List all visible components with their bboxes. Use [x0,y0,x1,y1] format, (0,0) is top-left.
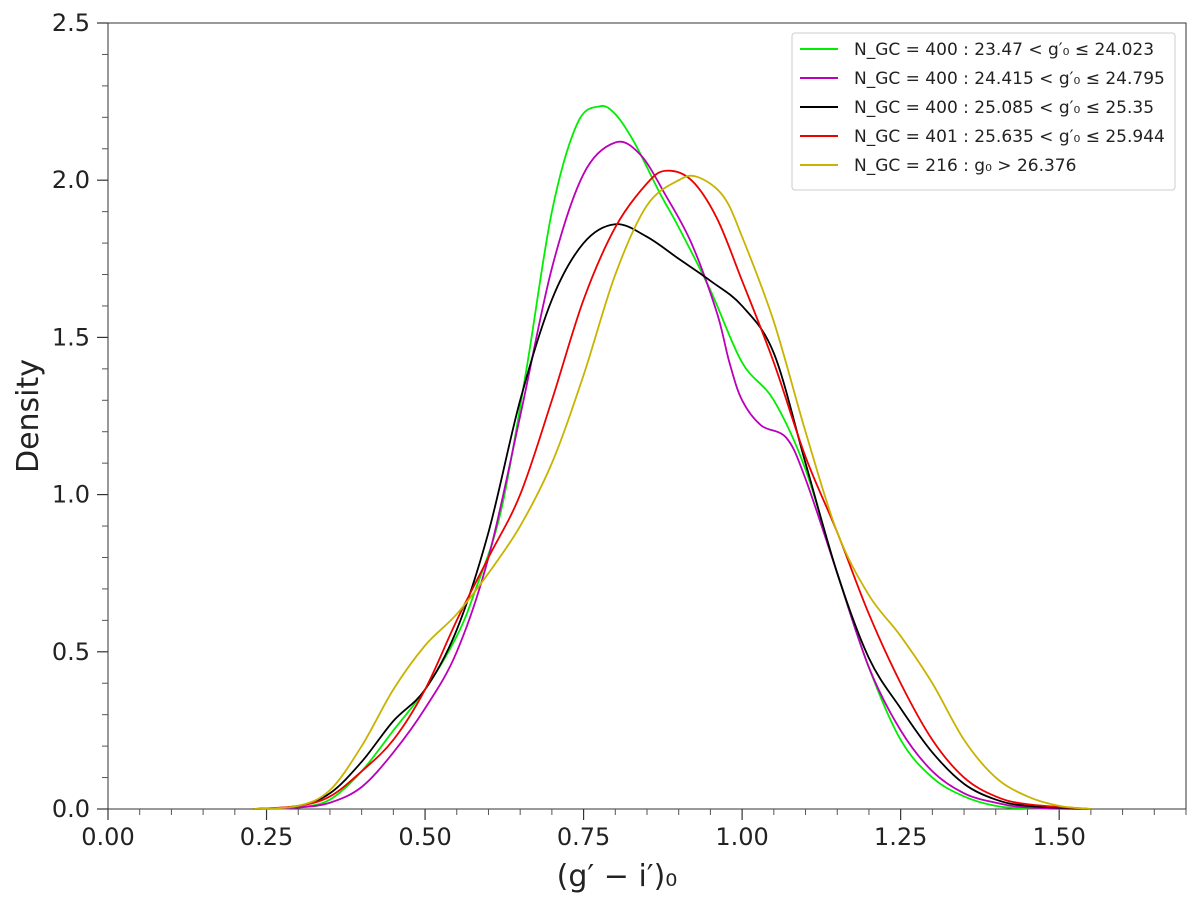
series-layer [253,105,1091,810]
y-tick-label: 1.5 [52,323,90,351]
y-tick-label: 0.0 [52,795,90,823]
x-tick-label: 1.25 [874,823,927,851]
y-minor-ticks [102,53,108,779]
y-tick-label: 1.0 [52,481,90,509]
x-axis: 0.00 0.25 0.50 0.75 1.00 1.25 1.50 [81,809,1086,851]
x-tick-label: 1.50 [1032,823,1085,851]
x-minor-ticks [139,809,1187,815]
x-tick-label: 0.00 [81,823,134,851]
legend-label-5: N_GC = 216 : g₀ > 26.376 [854,156,1076,176]
x-tick-label: 0.25 [240,823,293,851]
legend-label-3: N_GC = 400 : 25.085 < g′₀ ≤ 25.35 [854,98,1154,118]
x-tick-label: 1.00 [715,823,768,851]
x-tick-label: 0.75 [557,823,610,851]
series-line-2 [253,140,1091,810]
series-line-1 [253,105,1091,810]
y-axis-title: Density [11,359,46,473]
series-line-3 [253,223,1091,810]
legend: N_GC = 400 : 23.47 < g′₀ ≤ 24.023 N_GC = … [791,32,1176,191]
series-line-4 [253,169,1091,810]
y-tick-label: 0.5 [52,638,90,666]
x-axis-title: (g′ − i′)₀ [557,859,678,894]
legend-label-1: N_GC = 400 : 23.47 < g′₀ ≤ 24.023 [854,40,1154,60]
y-tick-label: 2.0 [52,166,90,194]
x-tick-label: 0.50 [398,823,451,851]
legend-box [791,32,1176,191]
series-line-5 [253,174,1091,810]
legend-label-2: N_GC = 400 : 24.415 < g′₀ ≤ 24.795 [854,69,1165,89]
legend-label-4: N_GC = 401 : 25.635 < g′₀ ≤ 25.944 [854,127,1165,147]
y-tick-label: 2.5 [52,9,90,37]
y-axis: 0.0 0.5 1.0 1.5 2.0 2.5 [52,9,108,823]
